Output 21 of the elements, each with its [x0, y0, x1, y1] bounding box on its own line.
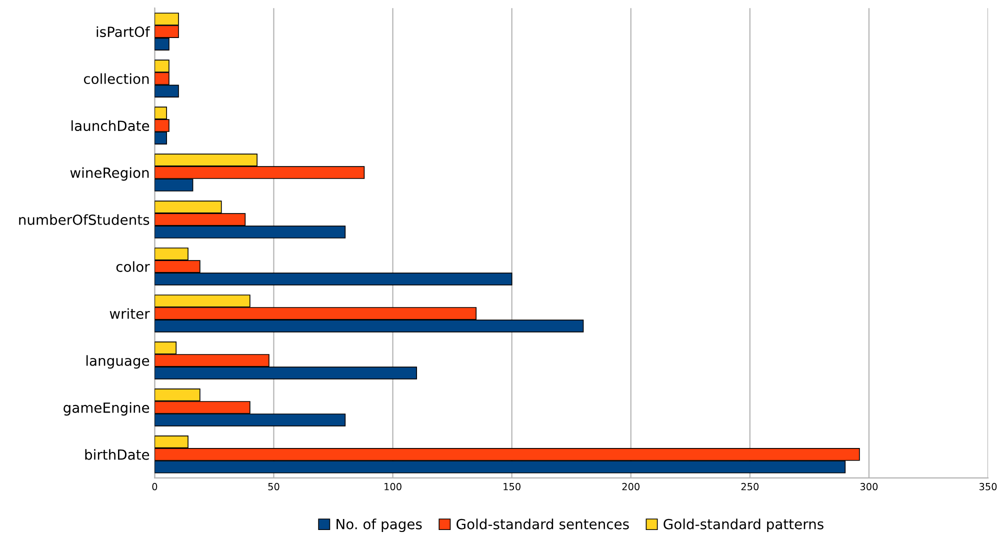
x-tick-label: 250: [741, 482, 759, 490]
y-tick-label: launchDate: [72, 120, 150, 132]
y-tick-label: color: [116, 261, 150, 272]
x-tick-label: 150: [504, 482, 520, 490]
y-tick-label: isPartOf: [96, 26, 150, 38]
y-tick-label: collection: [84, 73, 149, 84]
y-tick-label: writer: [110, 308, 150, 319]
y-tick-label: gameEngine: [64, 402, 150, 416]
legend-label: No. of pages: [336, 518, 422, 532]
y-tick-label: birthDate: [85, 449, 150, 460]
x-tick-label: 50: [268, 482, 280, 490]
y-tick-label: wineRegion: [70, 167, 149, 181]
x-tick-label: 350: [979, 482, 997, 490]
x-tick-label: 200: [622, 482, 640, 490]
x-tick-label: 100: [384, 482, 402, 490]
legend-label: Gold-standard patterns: [664, 518, 824, 532]
x-tick-label: 300: [860, 482, 878, 490]
y-tick-label: numberOfStudents: [19, 214, 150, 225]
y-tick-label: language: [86, 355, 150, 369]
legend-label: Gold-standard sentences: [456, 518, 629, 530]
x-tick-label: 0: [152, 482, 158, 490]
